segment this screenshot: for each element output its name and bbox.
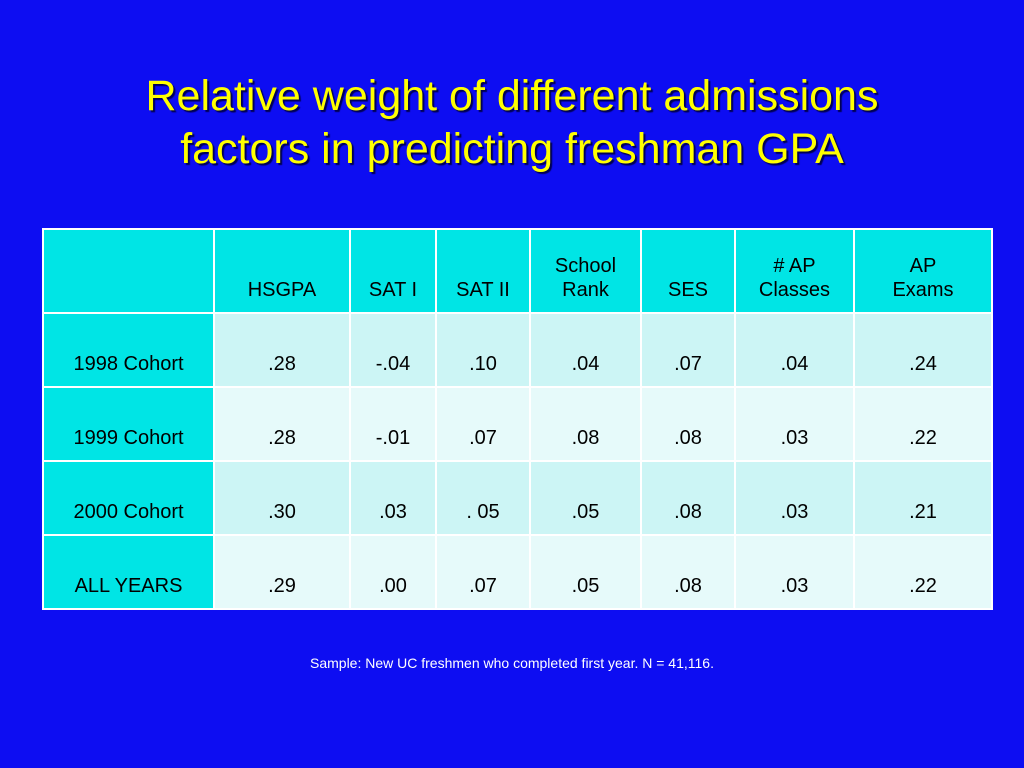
sample-note: Sample: New UC freshmen who completed fi… [310,655,714,671]
table-cell: .28 [213,312,351,388]
row-label: 2000 Cohort [42,460,215,536]
table-cell: .08 [640,534,736,610]
table-cell: -.04 [349,312,437,388]
table-cell: .08 [640,460,736,536]
table-cell: .07 [435,534,531,610]
header-sat-ii: SAT II [435,228,531,314]
header-ap-exams: AP Exams [853,228,993,314]
header-sat-i: SAT I [349,228,437,314]
header-corner [42,228,215,314]
row-label: ALL YEARS [42,534,215,610]
table-cell: .28 [213,386,351,462]
table-cell: .03 [349,460,437,536]
table-row: 2000 Cohort .30 .03 . 05 .05 .08 .03 .21 [42,460,993,536]
table-cell: .29 [213,534,351,610]
table-row: 1998 Cohort .28 -.04 .10 .04 .07 .04 .24 [42,312,993,388]
row-label: 1999 Cohort [42,386,215,462]
table-cell: .22 [853,386,993,462]
table-cell: .30 [213,460,351,536]
table-cell: -.01 [349,386,437,462]
table-row: ALL YEARS .29 .00 .07 .05 .08 .03 .22 [42,534,993,610]
table-cell: .21 [853,460,993,536]
table-cell: .04 [529,312,642,388]
table-cell: .24 [853,312,993,388]
table-cell: .08 [529,386,642,462]
table-cell: .07 [640,312,736,388]
table-row: 1999 Cohort .28 -.01 .07 .08 .08 .03 .22 [42,386,993,462]
table-cell: .22 [853,534,993,610]
table-cell: .00 [349,534,437,610]
table-cell: .05 [529,534,642,610]
title-line-2: factors in predicting freshman GPA [180,125,844,173]
table-cell: .08 [640,386,736,462]
table-cell: .10 [435,312,531,388]
table-cell: . 05 [435,460,531,536]
table-cell: .07 [435,386,531,462]
row-label: 1998 Cohort [42,312,215,388]
table-cell: .05 [529,460,642,536]
header-ap-classes: # AP Classes [734,228,855,314]
table-cell: .03 [734,534,855,610]
header-ses: SES [640,228,736,314]
header-hsgpa: HSGPA [213,228,351,314]
header-row: HSGPA SAT I SAT II School Rank SES # AP … [42,228,993,314]
table-cell: .03 [734,386,855,462]
header-school-rank: School Rank [529,228,642,314]
table-cell: .04 [734,312,855,388]
title-line-1: Relative weight of different admissions [145,72,879,120]
slide-title: Relative weight of different admissions … [0,70,1024,176]
admissions-factors-table: HSGPA SAT I SAT II School Rank SES # AP … [42,228,993,610]
table-cell: .03 [734,460,855,536]
